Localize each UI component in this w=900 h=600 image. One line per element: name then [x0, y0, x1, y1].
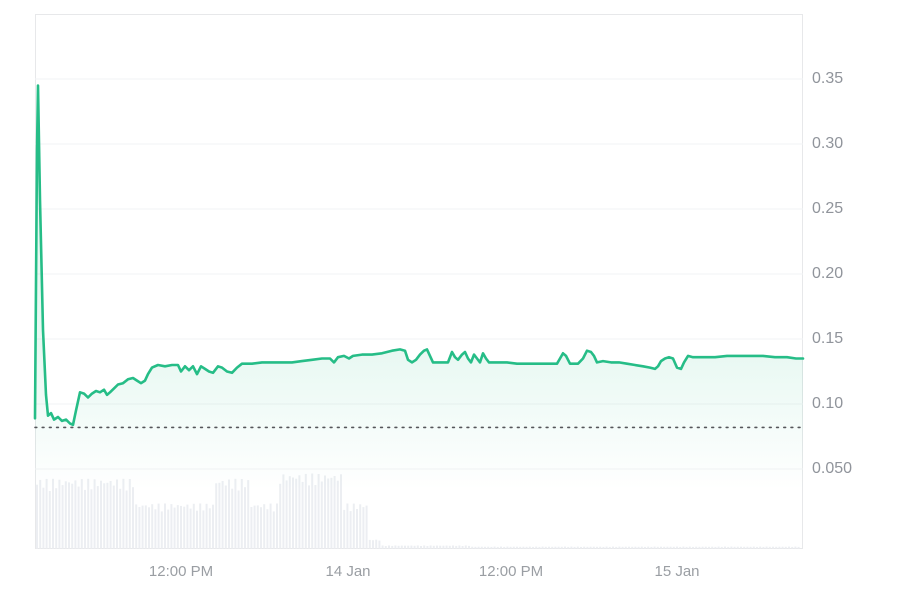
- y-axis-label: 0.10: [812, 395, 844, 412]
- y-axis-label: 0.25: [812, 200, 844, 217]
- x-axis-label: 14 Jan: [325, 563, 371, 580]
- price-line: [33, 84, 805, 427]
- x-axis-label: 12:00 PM: [478, 563, 544, 580]
- y-axis-label: 0.20: [812, 265, 844, 282]
- x-axis-label: 15 Jan: [654, 563, 700, 580]
- y-axis-label: 0.30: [812, 135, 844, 152]
- x-axis-label: 12:00 PM: [148, 563, 214, 580]
- price-area-fill: [35, 85, 803, 549]
- y-axis-label: 0.050: [812, 460, 853, 477]
- y-axis-label: 0.35: [812, 70, 844, 87]
- y-axis-label: 0.15: [812, 330, 844, 347]
